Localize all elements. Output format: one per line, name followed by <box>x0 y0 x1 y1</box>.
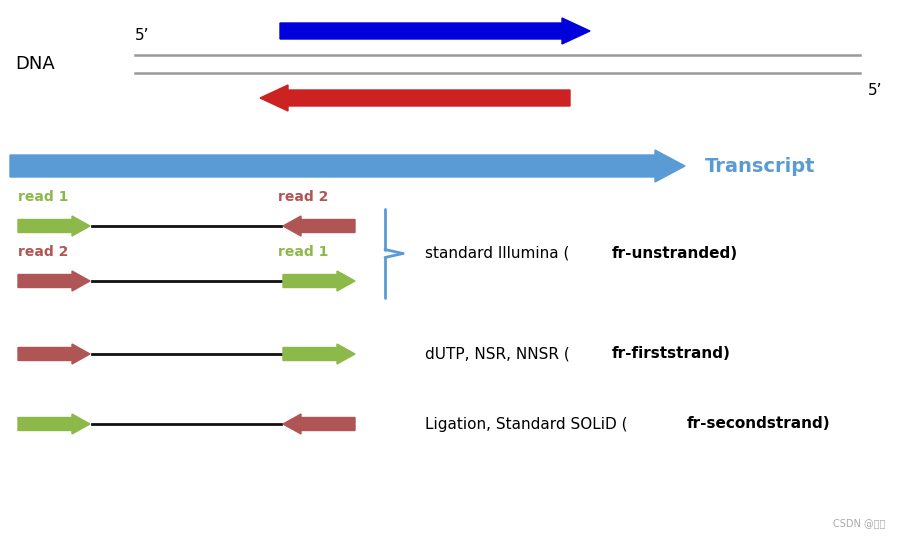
Text: read 1: read 1 <box>18 190 69 204</box>
Polygon shape <box>280 18 589 44</box>
Text: read 2: read 2 <box>278 190 328 204</box>
Polygon shape <box>282 216 354 236</box>
Text: 5’: 5’ <box>867 83 881 98</box>
Text: fr-unstranded): fr-unstranded) <box>611 246 737 261</box>
Text: fr-secondstrand): fr-secondstrand) <box>686 416 829 431</box>
Polygon shape <box>260 85 569 111</box>
Text: fr-firststrand): fr-firststrand) <box>611 346 730 361</box>
Polygon shape <box>18 271 90 291</box>
Text: Ligation, Standard SOLiD (: Ligation, Standard SOLiD ( <box>425 416 627 431</box>
Text: Transcript: Transcript <box>704 157 815 175</box>
Polygon shape <box>10 150 685 182</box>
Polygon shape <box>282 271 354 291</box>
Text: read 2: read 2 <box>18 245 69 259</box>
Text: CSDN @陆沙: CSDN @陆沙 <box>832 518 884 528</box>
Text: read 1: read 1 <box>278 245 328 259</box>
Polygon shape <box>282 414 354 434</box>
Polygon shape <box>18 344 90 364</box>
Polygon shape <box>282 344 354 364</box>
Text: dUTP, NSR, NNSR (: dUTP, NSR, NNSR ( <box>425 346 569 361</box>
Text: standard Illumina (: standard Illumina ( <box>425 246 569 261</box>
Polygon shape <box>18 216 90 236</box>
Text: DNA: DNA <box>15 55 55 73</box>
Polygon shape <box>18 414 90 434</box>
Text: 5’: 5’ <box>135 28 150 43</box>
